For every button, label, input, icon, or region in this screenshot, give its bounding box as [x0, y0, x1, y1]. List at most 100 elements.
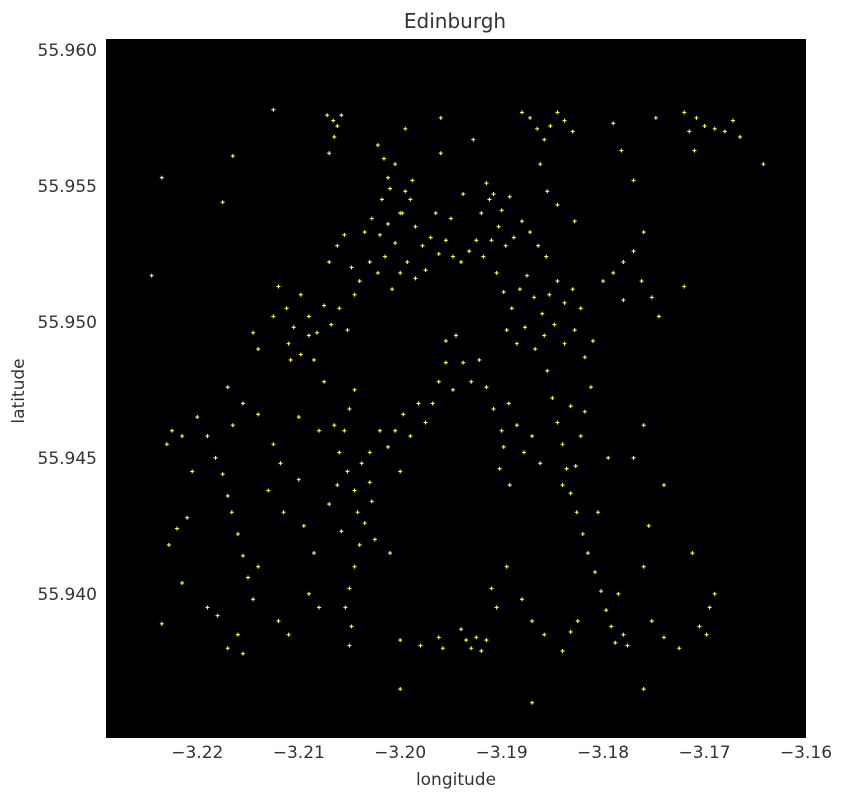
scatter-point: [461, 360, 466, 365]
scatter-point: [555, 110, 560, 115]
scatter-point: [507, 483, 512, 488]
scatter-point: [694, 115, 699, 120]
scatter-point: [560, 648, 565, 653]
scatter-point: [530, 700, 535, 705]
scatter-point: [367, 260, 372, 265]
scatter-point: [562, 118, 567, 123]
scatter-point: [538, 162, 543, 167]
scatter-point: [494, 605, 499, 610]
scatter-point: [337, 450, 342, 455]
scatter-point: [528, 230, 533, 235]
scatter-point: [379, 197, 384, 202]
scatter-point: [240, 553, 245, 558]
scatter-point: [362, 230, 367, 235]
scatter-point: [398, 638, 403, 643]
scatter-point: [382, 254, 387, 259]
scatter-point: [327, 151, 332, 156]
scatter-point: [682, 110, 687, 115]
scatter-point: [568, 629, 573, 634]
scatter-point: [386, 175, 391, 180]
scatter-point: [311, 357, 316, 362]
scatter-point: [369, 216, 374, 221]
scatter-point: [575, 619, 580, 624]
scatter-point: [205, 605, 210, 610]
y-tick-label: 55.940: [38, 585, 97, 605]
scatter-point: [499, 428, 504, 433]
x-tick-label: −3.20: [374, 743, 426, 763]
scatter-point: [240, 401, 245, 406]
scatter-point: [430, 401, 435, 406]
scatter-point: [649, 619, 654, 624]
scatter-point: [548, 124, 553, 129]
scatter-point: [357, 542, 362, 547]
scatter-point: [420, 243, 425, 248]
scatter-point: [503, 243, 508, 248]
scatter-point: [487, 197, 492, 202]
scatter-point: [317, 428, 322, 433]
scatter-point: [372, 537, 377, 542]
scatter-point: [413, 224, 418, 229]
scatter-point: [175, 526, 180, 531]
scatter-point: [519, 219, 524, 224]
scatter-point: [220, 472, 225, 477]
scatter-point: [448, 216, 453, 221]
scatter-point: [398, 270, 403, 275]
scatter-point: [499, 208, 504, 213]
scatter-point: [536, 243, 541, 248]
scatter-point: [555, 202, 560, 207]
scatter-point: [519, 597, 524, 602]
scatter-point: [271, 107, 276, 112]
scatter-point: [469, 379, 474, 384]
scatter-point: [393, 162, 398, 167]
scatter-point: [388, 186, 393, 191]
scatter-point: [343, 605, 348, 610]
scatter-point: [661, 635, 666, 640]
scatter-point: [443, 360, 448, 365]
scatter-point: [164, 442, 169, 447]
scatter-point: [484, 385, 489, 390]
scatter-point: [352, 387, 357, 392]
scatter-point: [342, 232, 347, 237]
plot-area: [106, 39, 806, 738]
scatter-point: [450, 254, 455, 259]
scatter-point: [288, 357, 293, 362]
scatter-point: [538, 461, 543, 466]
scatter-point: [335, 483, 340, 488]
scatter-point: [367, 450, 372, 455]
scatter-point: [738, 134, 743, 139]
scatter-point: [398, 211, 403, 216]
scatter-point: [692, 148, 697, 153]
scatter-point: [443, 338, 448, 343]
scatter-point: [530, 434, 535, 439]
scatter-point: [489, 238, 494, 243]
scatter-point: [256, 412, 261, 417]
scatter-point: [562, 300, 567, 305]
scatter-point: [491, 406, 496, 411]
scatter-point: [550, 396, 555, 401]
scatter-point: [390, 287, 395, 292]
scatter-point: [180, 434, 185, 439]
scatter-point: [574, 510, 579, 515]
scatter-point: [416, 401, 421, 406]
scatter-point: [332, 134, 337, 139]
scatter-point: [335, 124, 340, 129]
scatter-point: [235, 532, 240, 537]
scatter-point: [599, 589, 604, 594]
scatter-point: [281, 510, 286, 515]
scatter-point: [271, 442, 276, 447]
scatter-point: [530, 619, 535, 624]
scatter-point: [296, 477, 301, 482]
scatter-point: [342, 428, 347, 433]
scatter-point: [443, 238, 448, 243]
scatter-point: [621, 298, 626, 303]
scatter-point: [229, 510, 234, 515]
scatter-point: [403, 126, 408, 131]
scatter-point: [423, 420, 428, 425]
scatter-point: [349, 265, 354, 270]
scatter-point: [408, 197, 413, 202]
scatter-point: [347, 586, 352, 591]
scatter-point: [631, 178, 636, 183]
scatter-point: [339, 113, 344, 118]
scatter-point: [481, 254, 486, 259]
scatter-point: [438, 115, 443, 120]
